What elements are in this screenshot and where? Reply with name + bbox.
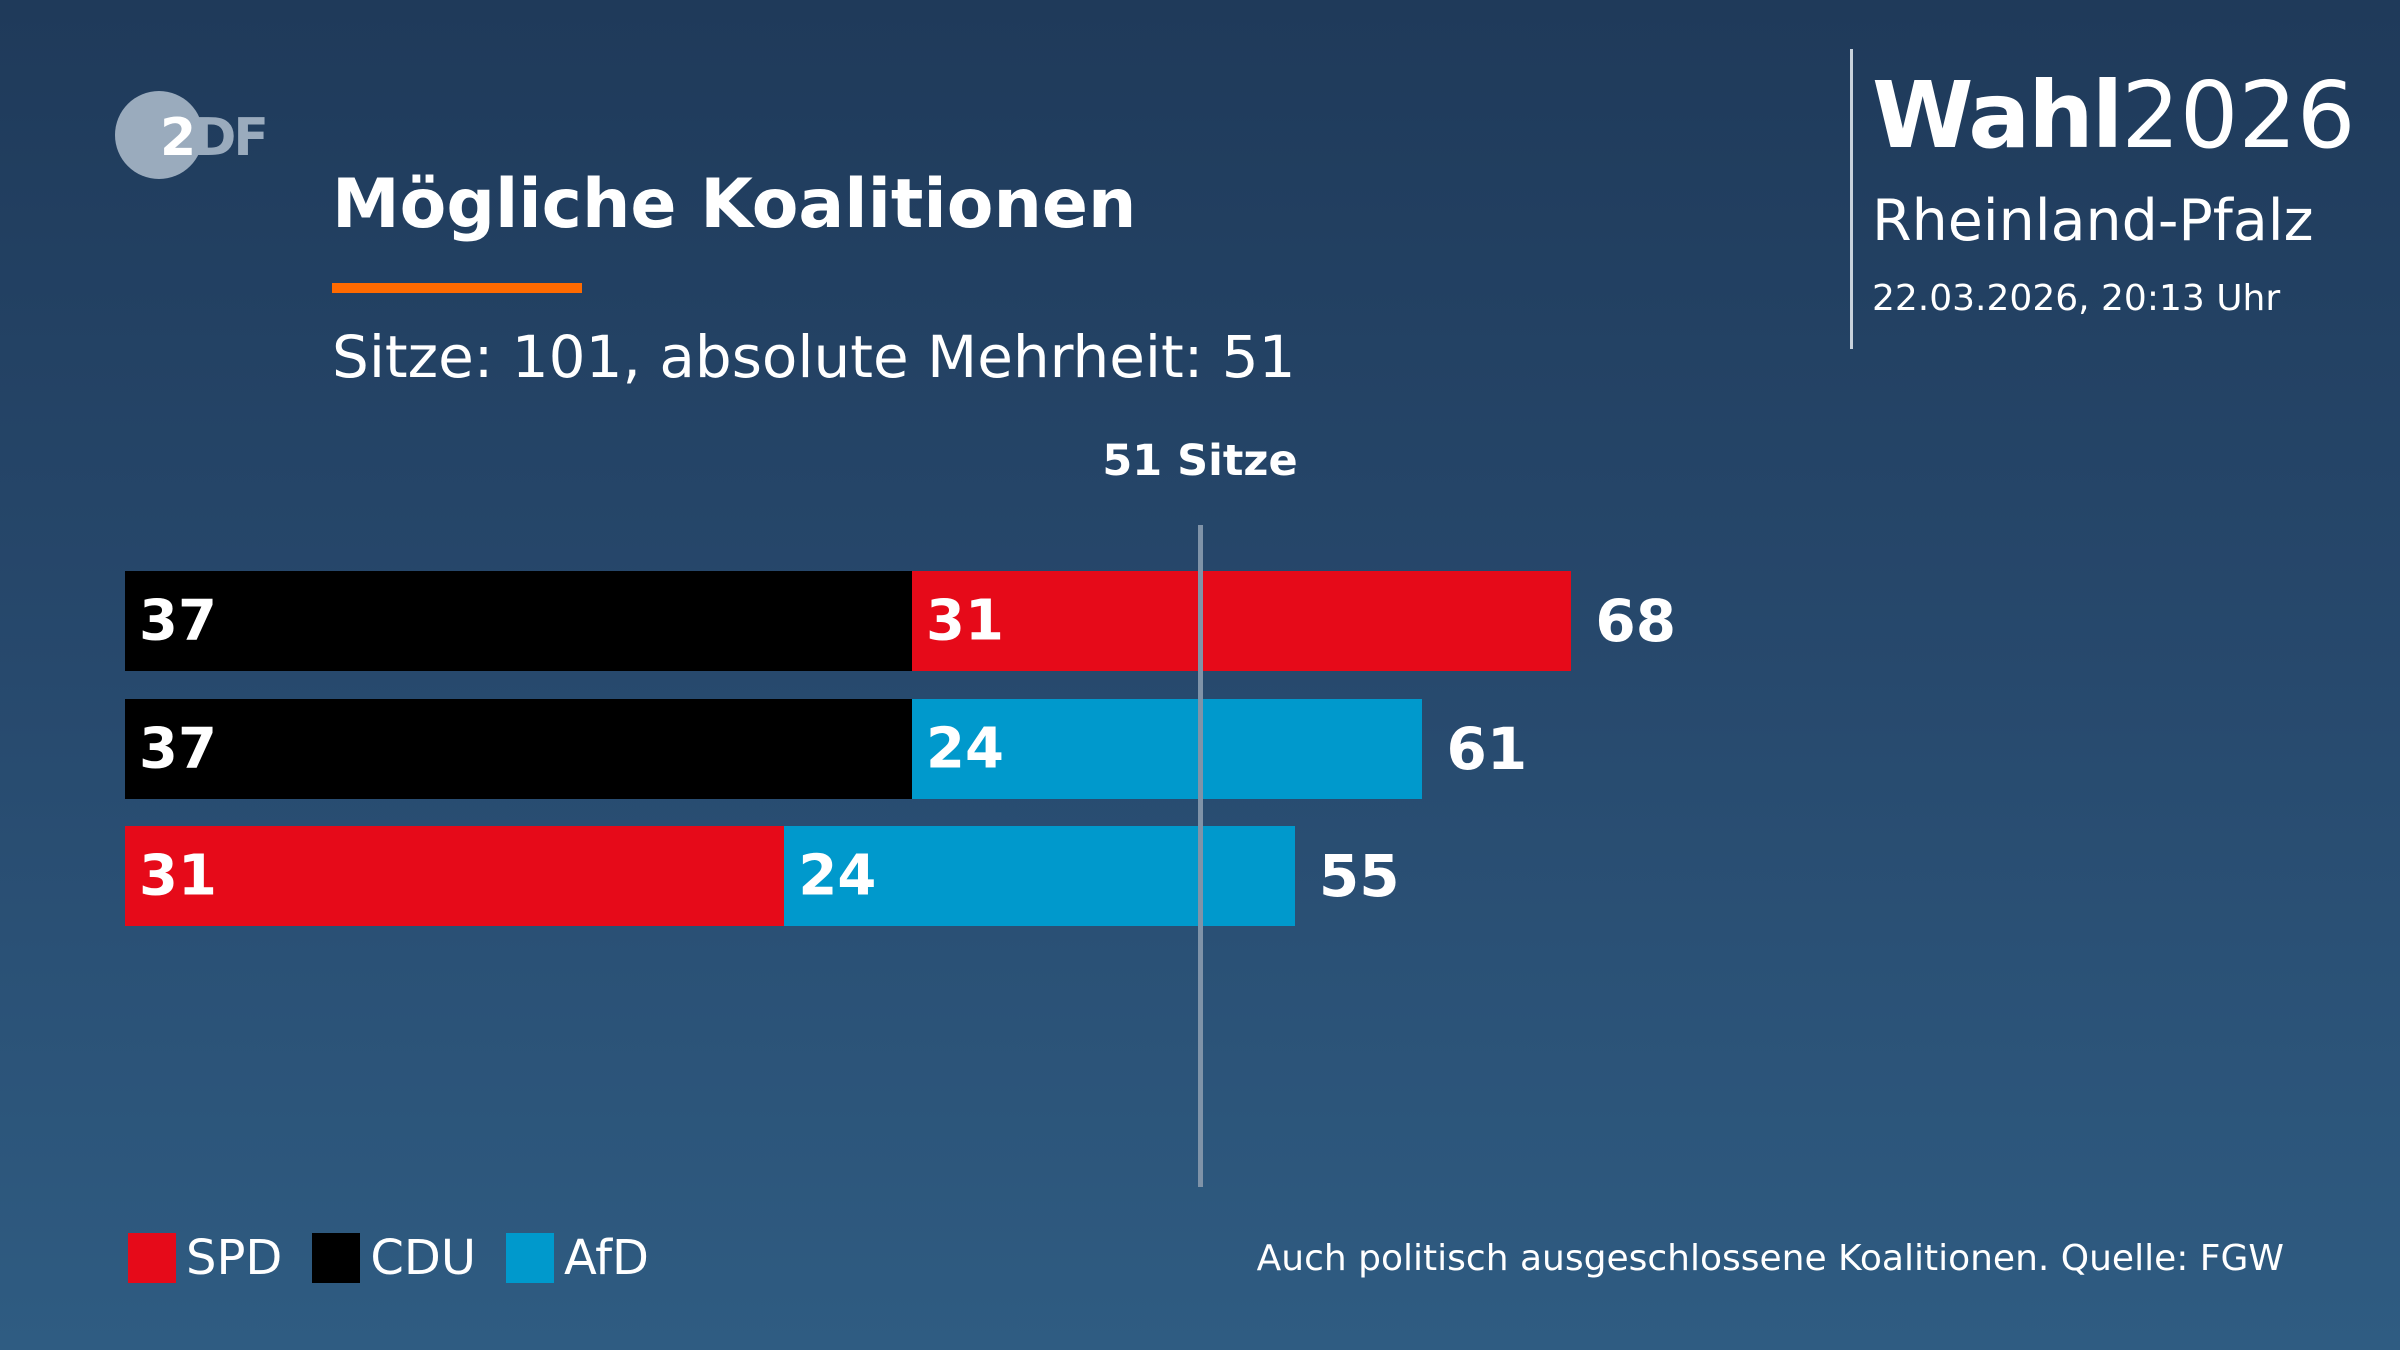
logo-df: DF xyxy=(193,108,269,168)
brand-title: Wahl2026 xyxy=(1872,70,2355,162)
zdf-logo: 2DF xyxy=(160,108,269,168)
brand-bold: Wahl xyxy=(1872,62,2123,169)
legend-label: SPD xyxy=(186,1230,283,1286)
legend: SPD CDU AfD xyxy=(128,1230,679,1286)
coalition-total: 61 xyxy=(1446,715,1528,783)
bar-afd: 24 xyxy=(911,699,1423,799)
majority-label: 51 Sitze xyxy=(1102,436,1298,486)
timestamp: 22.03.2026, 20:13 Uhr xyxy=(1872,278,2281,319)
page-title: Mögliche Koalitionen xyxy=(332,165,1137,244)
legend-label: AfD xyxy=(563,1230,649,1286)
bar-cdu: 37 xyxy=(125,699,912,799)
brand-divider xyxy=(1850,49,1853,349)
legend-swatch xyxy=(128,1233,176,1283)
legend-item-spd: SPD xyxy=(128,1230,282,1286)
subtitle: Sitze: 101, absolute Mehrheit: 51 xyxy=(332,323,1296,391)
bar-value-label: 24 xyxy=(798,843,877,909)
legend-item-cdu: CDU xyxy=(312,1230,476,1286)
bar-spd: 31 xyxy=(911,571,1572,671)
logo-two: 2 xyxy=(160,108,196,168)
zdf-logo-circle xyxy=(115,91,203,179)
bar-afd: 24 xyxy=(784,826,1295,926)
bar-spd: 31 xyxy=(125,826,785,926)
bar-value-label: 37 xyxy=(139,588,217,654)
bar-value-label: 37 xyxy=(139,716,217,782)
bar-value-label: 31 xyxy=(925,588,1004,654)
brand-year: 2026 xyxy=(2121,62,2356,169)
legend-swatch xyxy=(505,1233,554,1283)
title-underline xyxy=(332,283,582,293)
coalition-total: 68 xyxy=(1595,587,1677,655)
legend-item-afd: AfD xyxy=(505,1230,649,1286)
majority-line xyxy=(1198,525,1203,1187)
bar-value-label: 24 xyxy=(925,716,1004,782)
legend-label: CDU xyxy=(370,1230,476,1286)
legend-swatch xyxy=(312,1233,361,1283)
bar-value-label: 31 xyxy=(139,843,217,909)
source-note: Auch politisch ausgeschlossene Koalition… xyxy=(1256,1238,2284,1279)
brand-region: Rheinland-Pfalz xyxy=(1872,188,2314,254)
bar-cdu: 37 xyxy=(125,571,912,671)
coalition-total: 55 xyxy=(1318,842,1400,910)
